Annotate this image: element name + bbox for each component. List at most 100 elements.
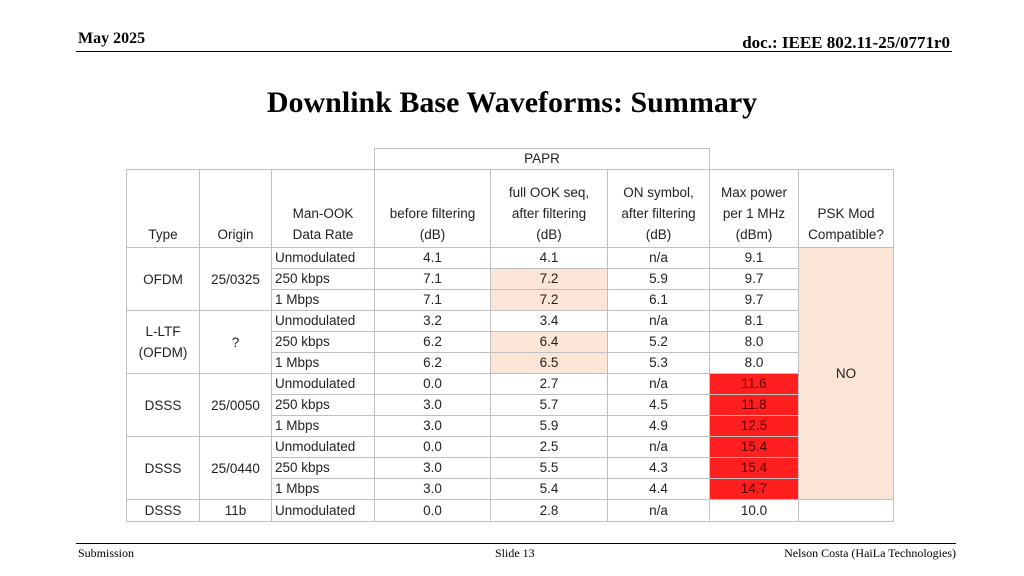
max-power-cell: 15.4	[709, 457, 799, 479]
papr-before-cell: 6.2	[374, 352, 491, 374]
papr-full-ook-cell: 5.9	[490, 415, 608, 437]
col-header-type: Type	[126, 169, 200, 248]
column-header-row: Type Origin Man-OOK Data Rate before filt…	[126, 169, 894, 248]
header-doc-id: doc.: IEEE 802.11-25/0771r0	[742, 33, 950, 52]
origin-cell: 25/0440	[199, 436, 272, 500]
table-row: OFDM 25/0325 Unmodulated 4.1 4.1 n/a 9.1 NO	[126, 247, 894, 500]
data-rate-cell: Unmodulated	[271, 373, 375, 395]
max-power-cell: 11.8	[709, 394, 799, 416]
papr-before-cell: 3.0	[374, 394, 491, 416]
max-power-cell: 8.0	[709, 331, 799, 353]
data-rate-cell: 1 Mbps	[271, 352, 375, 374]
papr-before-cell: 3.2	[374, 310, 491, 332]
papr-on-symbol-cell: 5.9	[607, 268, 710, 290]
table-row: DSSS 11b Unmodulated 0.0 2.8 n/a 10.0	[126, 499, 894, 522]
table-row: 250 kbps 7.1 7.2 5.9 9.7	[127, 268, 894, 290]
papr-before-cell: 0.0	[374, 436, 491, 458]
footer-slide-number: Slide 13	[495, 546, 535, 560]
psk-compatible-blank-cell	[798, 499, 894, 522]
max-power-cell: 8.1	[709, 310, 799, 332]
papr-on-symbol-cell: 4.4	[607, 478, 710, 500]
papr-on-symbol-cell: 4.9	[607, 415, 710, 437]
type-cell: L-LTF (OFDM)	[126, 310, 200, 374]
footer-submission: Submission	[78, 546, 135, 560]
data-rate-cell: 1 Mbps	[271, 289, 375, 311]
papr-header: PAPR	[374, 148, 710, 170]
data-rate-cell: Unmodulated	[271, 436, 375, 458]
type-cell: OFDM	[126, 247, 200, 311]
papr-full-ook-cell: 5.7	[490, 394, 608, 416]
table-row: 250 kbps 6.2 6.4 5.2 8.0	[127, 331, 894, 353]
papr-before-cell: 6.2	[374, 331, 491, 353]
papr-super-header-row: PAPR	[127, 148, 894, 170]
data-rate-cell: Unmodulated	[271, 499, 375, 522]
papr-full-ook-cell: 7.2	[490, 289, 608, 311]
papr-before-cell: 3.0	[374, 478, 491, 500]
papr-on-symbol-cell: 5.2	[607, 331, 710, 353]
max-power-cell: 10.0	[709, 499, 799, 522]
col-header-psk-compatible: PSK Mod Compatible?	[798, 169, 894, 248]
papr-on-symbol-cell: n/a	[607, 310, 710, 332]
papr-on-symbol-cell: 5.3	[607, 352, 710, 374]
papr-full-ook-cell: 6.5	[490, 352, 608, 374]
papr-on-symbol-cell: n/a	[607, 436, 710, 458]
table-row: DSSS 25/0440 Unmodulated 0.0 2.5 n/a 15.4	[126, 436, 894, 500]
papr-before-cell: 3.0	[374, 415, 491, 437]
type-cell: DSSS	[126, 373, 200, 437]
data-rate-cell: 250 kbps	[271, 331, 375, 353]
max-power-cell: 14.7	[709, 478, 799, 500]
papr-full-ook-cell: 7.2	[490, 268, 608, 290]
slide-title: Downlink Base Waveforms: Summary	[266, 86, 758, 119]
col-header-full-ook: full OOK seq, after filtering (dB)	[490, 169, 608, 248]
header-divider	[76, 51, 952, 52]
data-rate-cell: 1 Mbps	[271, 478, 375, 500]
papr-before-cell: 0.0	[374, 373, 491, 395]
table-row: DSSS 25/0050 Unmodulated 0.0 2.7 n/a 11.6	[126, 373, 894, 437]
footer-divider	[76, 543, 956, 544]
papr-full-ook-cell: 6.4	[490, 331, 608, 353]
max-power-cell: 9.7	[709, 289, 799, 311]
col-header-before-filtering: before filtering (dB)	[374, 169, 491, 248]
papr-on-symbol-cell: 4.5	[607, 394, 710, 416]
data-rate-cell: 1 Mbps	[271, 415, 375, 437]
papr-full-ook-cell: 3.4	[490, 310, 608, 332]
origin-cell: ?	[199, 310, 272, 374]
col-header-origin: Origin	[199, 169, 272, 248]
papr-full-ook-cell: 5.4	[490, 478, 608, 500]
max-power-cell: 12.5	[709, 415, 799, 437]
papr-full-ook-cell: 2.7	[490, 373, 608, 395]
max-power-cell: 11.6	[709, 373, 799, 395]
table-row: 1 Mbps 6.2 6.5 5.3 8.0	[127, 352, 894, 374]
psk-compatible-cell: NO	[798, 247, 894, 500]
summary-table-container: PAPR Type Origin Man-OOK Data Rate before…	[126, 148, 894, 522]
data-rate-cell: 250 kbps	[271, 394, 375, 416]
data-rate-cell: 250 kbps	[271, 457, 375, 479]
max-power-cell: 15.4	[709, 436, 799, 458]
papr-before-cell: 7.1	[374, 268, 491, 290]
papr-on-symbol-cell: 6.1	[607, 289, 710, 311]
papr-full-ook-cell: 4.1	[490, 247, 608, 269]
papr-on-symbol-cell: 4.3	[607, 457, 710, 479]
max-power-cell: 8.0	[709, 352, 799, 374]
col-header-max-power: Max power per 1 MHz (dBm)	[709, 169, 799, 248]
papr-before-cell: 7.1	[374, 289, 491, 311]
summary-table: PAPR Type Origin Man-OOK Data Rate before…	[126, 148, 894, 522]
footer-author: Nelson Costa (HaiLa Technologies)	[784, 546, 956, 560]
table-row: 1 Mbps 3.0 5.9 4.9 12.5	[127, 415, 894, 437]
origin-cell: 25/0325	[199, 247, 272, 311]
type-cell: DSSS	[126, 499, 200, 522]
table-row: 250 kbps 3.0 5.7 4.5 11.8	[127, 394, 894, 416]
col-header-rate: Man-OOK Data Rate	[271, 169, 375, 248]
table-row: 250 kbps 3.0 5.5 4.3 15.4	[127, 457, 894, 479]
papr-full-ook-cell: 5.5	[490, 457, 608, 479]
header-date: May 2025	[78, 30, 146, 47]
max-power-cell: 9.7	[709, 268, 799, 290]
papr-full-ook-cell: 2.8	[490, 499, 608, 522]
max-power-cell: 9.1	[709, 247, 799, 269]
papr-before-cell: 3.0	[374, 457, 491, 479]
papr-before-cell: 4.1	[374, 247, 491, 269]
papr-on-symbol-cell: n/a	[607, 247, 710, 269]
papr-before-cell: 0.0	[374, 499, 491, 522]
table-row: 1 Mbps 3.0 5.4 4.4 14.7	[127, 478, 894, 500]
table-row: L-LTF (OFDM)? Unmodulated 3.2 3.4 n/a 8.1	[126, 310, 894, 374]
